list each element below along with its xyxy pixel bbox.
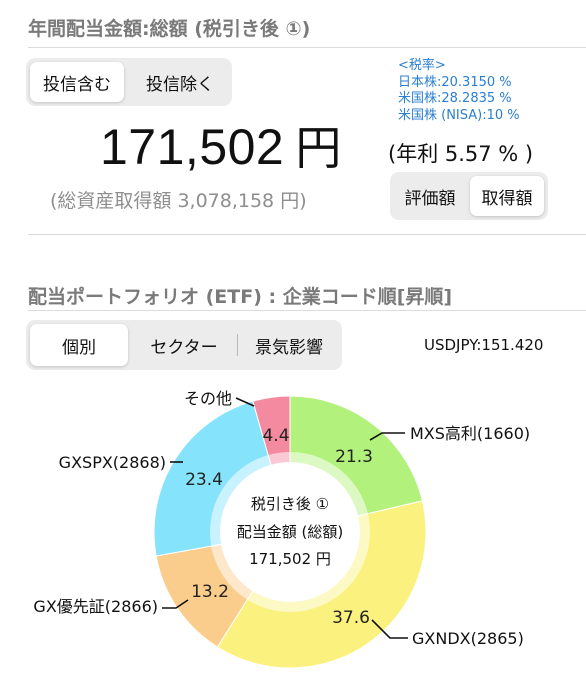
leader-mxs: [369, 432, 405, 441]
center-line-1: 税引き後 ①: [251, 495, 329, 513]
callout-other: その他: [184, 389, 232, 408]
callout-gxndx: GXNDX(2865): [412, 629, 524, 648]
total-cost-basis: (総資産取得額 3,078,158 円): [50, 190, 307, 212]
exclude-funds-button[interactable]: 投信除く: [146, 74, 214, 95]
leader-gxndx: [371, 619, 408, 639]
annual-yield: (年利 5.57 % ): [388, 142, 534, 166]
slice-label-gx-preferred: 13.2: [191, 582, 229, 602]
slice-label-gxndx: 37.6: [332, 608, 370, 628]
page-title: 年間配当金額:総額 (税引き後 ①): [28, 18, 311, 40]
tab-sector[interactable]: セクター: [150, 337, 218, 358]
dividend-amount: 171,502: [100, 119, 285, 175]
tax-rate-us: 米国株:28.2835 %: [398, 91, 512, 106]
portfolio-divider: [28, 310, 586, 311]
dividend-donut-chart: 税引き後 ① 配当金額 (総額) 171,502 円 MXS高利(1660) G…: [33, 389, 530, 669]
fx-rate: USDJPY:151.420: [424, 336, 544, 354]
tax-rates-heading: <税率>: [398, 58, 446, 73]
valuation-toggle: 評価額 取得額: [390, 172, 548, 220]
callout-gx-preferred: GX優先証(2866): [33, 597, 158, 616]
slice-label-gxspx: 23.4: [185, 470, 223, 490]
leader-other: [235, 397, 255, 407]
tax-rate-nisa: 米国株 (NISA):10 %: [398, 107, 520, 123]
portfolio-title: 配当ポートフォリオ (ETF) : 企業コード順[昇順]: [28, 286, 453, 308]
callout-gxspx: GXSPX(2868): [59, 453, 166, 472]
leader-gx-preferred: [162, 599, 189, 609]
slice-label-mxs: 21.3: [335, 447, 373, 467]
donut-hole: [220, 462, 360, 602]
tax-rates: <税率> 日本株:20.3150 % 米国株:28.2835 % 米国株 (NI…: [398, 58, 520, 124]
dividend-unit: 円: [295, 121, 342, 175]
tab-economy[interactable]: 景気影響: [255, 337, 323, 358]
callout-mxs: MXS高利(1660): [410, 424, 530, 443]
center-line-2: 配当金額 (総額): [237, 523, 343, 541]
tab-separator: [237, 334, 238, 356]
fund-toggle: 投信含む 投信除く: [26, 58, 232, 106]
portfolio-tabs: 個別 セクター 景気影響: [26, 320, 342, 370]
tax-rate-jp: 日本株:20.3150 %: [398, 74, 512, 90]
tab-individual[interactable]: 個別: [30, 324, 128, 366]
acquisition-cost-button[interactable]: 取得額: [470, 176, 544, 216]
include-funds-button[interactable]: 投信含む: [30, 62, 124, 102]
market-value-button[interactable]: 評価額: [404, 188, 456, 209]
header-divider: [28, 47, 586, 48]
dividend-total: 171,502 円: [100, 112, 341, 178]
center-line-3: 171,502 円: [249, 550, 331, 568]
slice-label-other: 4.4: [262, 426, 289, 446]
section-divider: [28, 234, 586, 235]
